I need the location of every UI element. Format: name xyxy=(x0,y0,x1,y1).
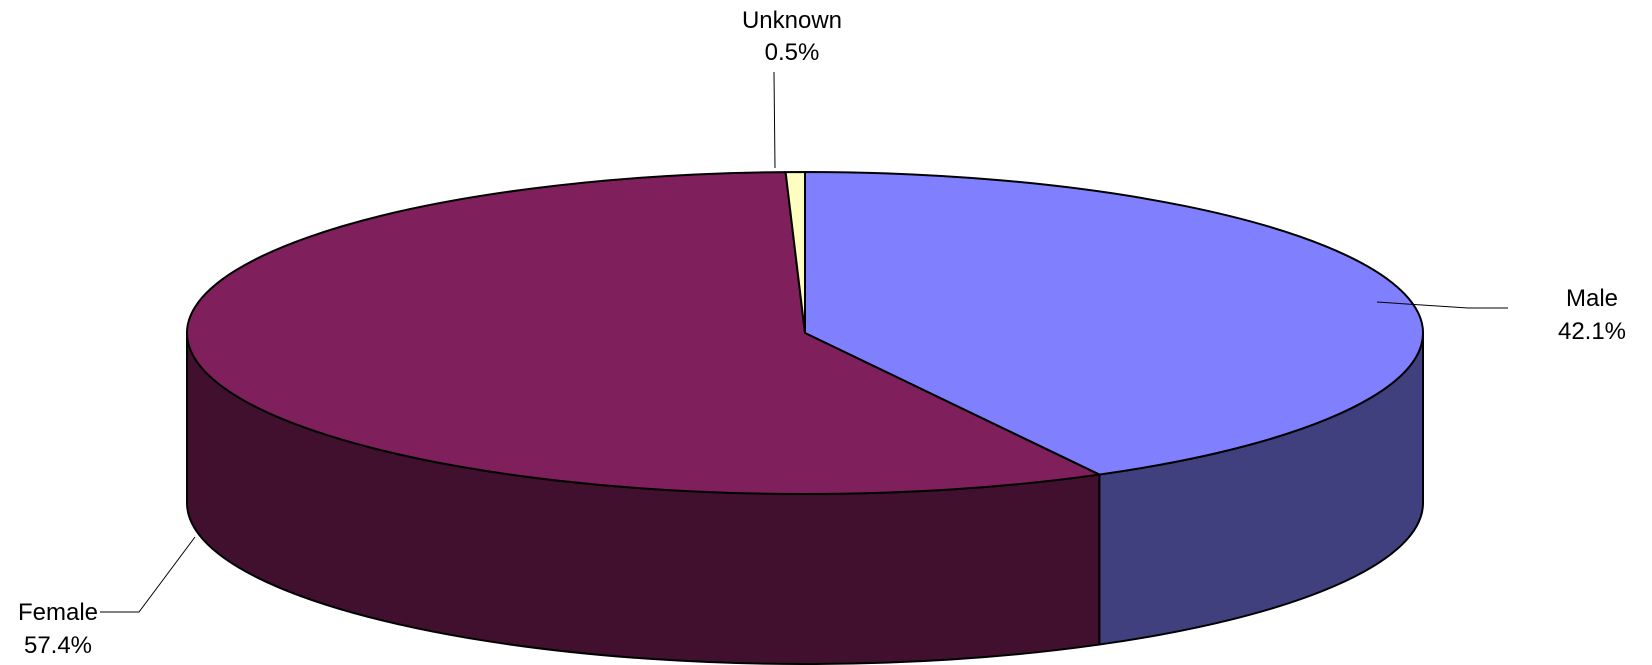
slice-label-unknown-name: Unknown xyxy=(742,7,842,34)
slice-label-male-value: 42.1% xyxy=(1558,318,1626,345)
pie-slice-unknown xyxy=(784,171,806,334)
slice-label-female: Female 57.4% xyxy=(18,599,98,659)
slice-label-female-value: 57.4% xyxy=(24,632,92,659)
leader-line-male xyxy=(1376,301,1508,309)
pie-slice-male xyxy=(804,171,1425,476)
slice-label-unknown-value: 0.5% xyxy=(765,39,820,66)
pie-tops xyxy=(186,171,1425,495)
leader-line-unknown xyxy=(773,71,776,169)
pie-slice-female xyxy=(186,171,1101,495)
slice-label-unknown: Unknown 0.5% xyxy=(742,7,842,66)
slice-label-male: Male 42.1% xyxy=(1558,285,1626,345)
slice-label-male-name: Male xyxy=(1566,285,1618,312)
slice-label-female-name: Female xyxy=(18,599,98,626)
leader-line-female xyxy=(100,536,196,613)
leader-lines xyxy=(100,71,1508,613)
